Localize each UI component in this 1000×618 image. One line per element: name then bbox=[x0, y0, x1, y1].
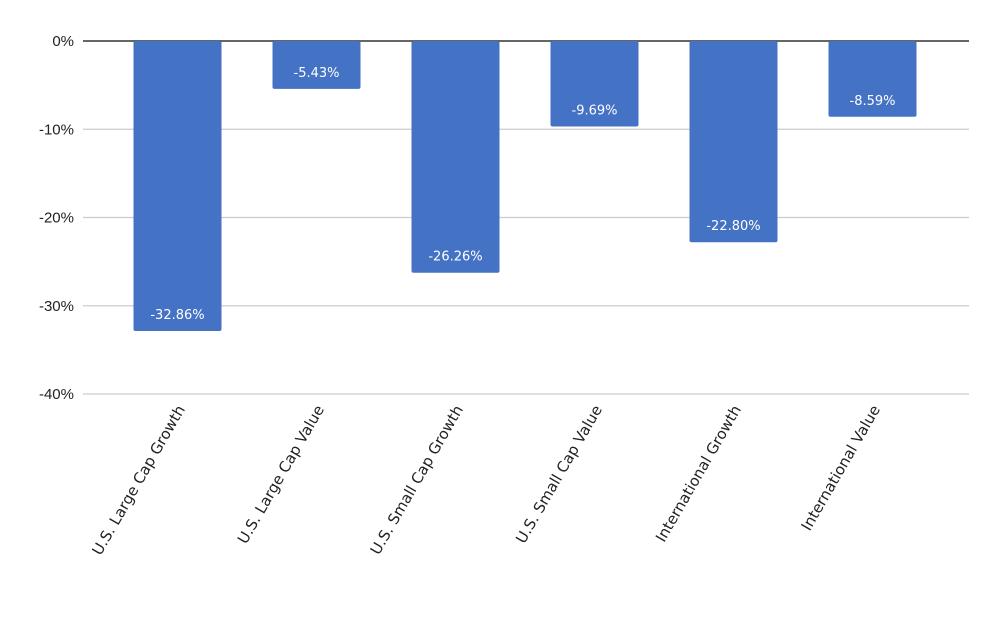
x-category-label: U.S. Small Cap Growth bbox=[367, 402, 467, 558]
bar bbox=[133, 41, 222, 331]
bar bbox=[828, 41, 917, 117]
gridlines bbox=[83, 40, 969, 395]
x-category-label: International Value bbox=[798, 402, 884, 534]
data-label: -22.80% bbox=[706, 219, 760, 234]
bar bbox=[272, 41, 361, 89]
y-axis-tick-labels: 0% -10% -20% -30% -40% bbox=[39, 33, 74, 403]
y-tick-label: -10% bbox=[39, 121, 74, 138]
y-tick-label: -40% bbox=[39, 386, 74, 403]
x-axis-category-labels: U.S. Large Cap Growth U.S. Large Cap Valu… bbox=[88, 402, 884, 558]
data-label: -8.59% bbox=[850, 94, 896, 109]
bar bbox=[411, 41, 500, 273]
data-label: -26.26% bbox=[428, 250, 482, 265]
y-tick-label: 0% bbox=[52, 33, 74, 50]
bar bbox=[689, 41, 778, 243]
y-tick-label: -20% bbox=[39, 210, 74, 227]
x-category-label: U.S. Large Cap Growth bbox=[88, 402, 189, 558]
data-labels: -32.86% -5.43% -26.26% -9.69% -22.80% -8.59% bbox=[150, 66, 895, 323]
data-label: -9.69% bbox=[572, 104, 618, 119]
y-tick-label: -30% bbox=[39, 298, 74, 315]
x-category-label: U.S. Small Cap Value bbox=[512, 402, 606, 546]
bar bbox=[550, 41, 639, 127]
data-label: -5.43% bbox=[294, 66, 340, 81]
x-category-label: U.S. Large Cap Value bbox=[234, 402, 328, 547]
bars bbox=[133, 41, 917, 331]
data-label: -32.86% bbox=[150, 308, 204, 323]
x-category-label: International Growth bbox=[652, 402, 745, 545]
